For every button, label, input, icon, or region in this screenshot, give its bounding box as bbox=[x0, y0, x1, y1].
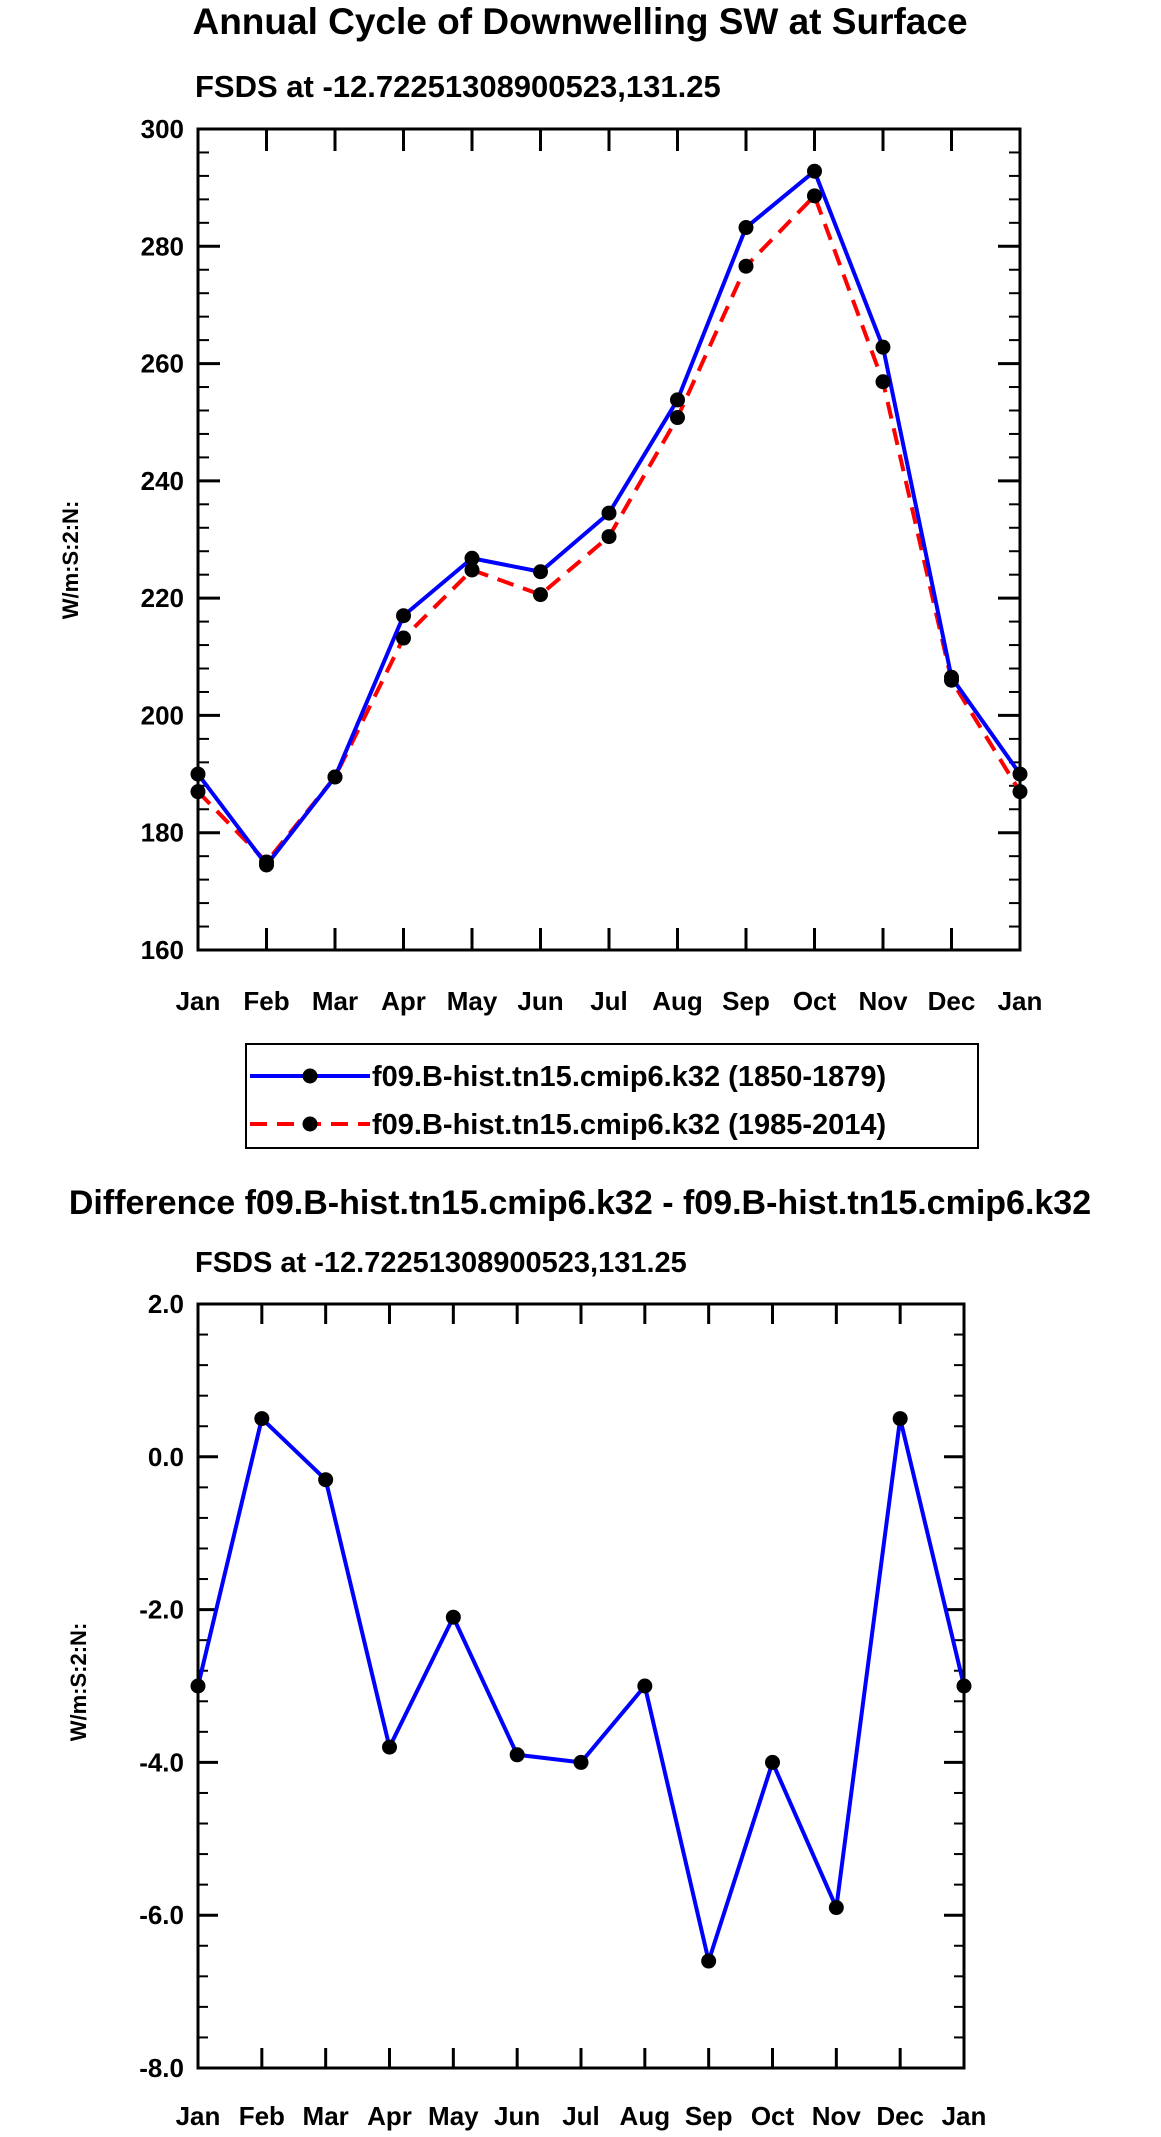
legend-label-series-2: f09.B-hist.tn15.cmip6.k32 (1985-2014) bbox=[372, 1109, 886, 1141]
series-1-point bbox=[670, 392, 685, 408]
legend-marker-series-1 bbox=[302, 1068, 318, 1084]
x-tick-label: Aug bbox=[652, 986, 703, 1016]
x-tick-label: May bbox=[447, 986, 498, 1016]
series-1-point bbox=[254, 1411, 270, 1427]
series-1-point bbox=[382, 1739, 397, 1755]
series-1-point bbox=[892, 1411, 908, 1427]
x-tick-label: May bbox=[428, 2101, 479, 2131]
x-tick-label: Feb bbox=[239, 2101, 285, 2131]
y-tick-label: -4.0 bbox=[139, 1747, 184, 1777]
series-1-point bbox=[701, 1953, 717, 1969]
series-1-point bbox=[807, 163, 822, 179]
y-tick-label: -2.0 bbox=[139, 1595, 184, 1625]
x-tick-label: Jan bbox=[998, 986, 1043, 1016]
legend-box bbox=[245, 1043, 979, 1149]
chart1-series bbox=[190, 163, 1028, 873]
y-tick-label: 160 bbox=[141, 935, 184, 965]
series-1-point bbox=[509, 1747, 525, 1763]
x-tick-label: Dec bbox=[928, 986, 976, 1016]
series-2-point bbox=[875, 374, 891, 390]
x-tick-label: Mar bbox=[312, 986, 358, 1016]
series-2-point bbox=[807, 188, 822, 204]
chart2-plot-frame bbox=[196, 1302, 966, 2070]
series-2-point bbox=[738, 258, 754, 274]
x-tick-label: Feb bbox=[243, 986, 289, 1016]
series-1-point bbox=[601, 505, 617, 521]
chart2-x-ticks: Jan Feb Mar Apr May Jun Jul Aug Sep Oct Nov Dec Jan bbox=[176, 1304, 987, 2131]
y-tick-label: -8.0 bbox=[139, 2053, 184, 2083]
chart1-plot-frame bbox=[196, 127, 1022, 952]
series-1-point bbox=[318, 1472, 334, 1488]
x-tick-label: Jul bbox=[590, 986, 628, 1016]
series-1-point bbox=[637, 1678, 653, 1694]
chart2-subtitle: FSDS at -12.72251308900523,131.25 bbox=[195, 1247, 687, 1279]
x-tick-label: Oct bbox=[751, 2101, 795, 2131]
y-tick-label: 0.0 bbox=[148, 1442, 184, 1472]
x-tick-label: Apr bbox=[367, 2101, 412, 2131]
x-tick-label: Sep bbox=[722, 986, 770, 1016]
y-tick-label: 280 bbox=[141, 231, 184, 261]
series-1-point bbox=[573, 1754, 589, 1770]
x-tick-label: Mar bbox=[303, 2101, 349, 2131]
x-tick-label: Jul bbox=[562, 2101, 600, 2131]
x-tick-label: Sep bbox=[685, 2101, 733, 2131]
y-tick-label: 240 bbox=[141, 466, 184, 496]
y-tick-label: 220 bbox=[141, 583, 184, 613]
difference-chart: Difference f09.B-hist.tn15.cmip6.k32 - f… bbox=[66, 1184, 1091, 2131]
series-2-point bbox=[601, 529, 617, 545]
x-tick-label: Nov bbox=[858, 986, 908, 1016]
x-tick-label: Dec bbox=[876, 2101, 924, 2131]
series-1-point bbox=[944, 669, 959, 685]
chart1-x-ticks: Jan Feb Mar Apr May Jun Jul Aug Sep Oct Nov Dec Jan bbox=[176, 129, 1043, 1016]
series-2-point bbox=[670, 410, 685, 426]
legend-marker-series-2 bbox=[302, 1116, 318, 1132]
x-tick-label: Jun bbox=[494, 2101, 540, 2131]
x-tick-label: Jan bbox=[942, 2101, 987, 2131]
chart1-legend: f09.B-hist.tn15.cmip6.k32 (1850-1879) f0… bbox=[245, 1043, 979, 1149]
x-tick-label: Apr bbox=[381, 986, 426, 1016]
x-tick-label: Jun bbox=[517, 986, 563, 1016]
chart1-title: Annual Cycle of Downwelling SW at Surfac… bbox=[192, 1, 967, 42]
chart2-title: Difference f09.B-hist.tn15.cmip6.k32 - f… bbox=[69, 1184, 1091, 1222]
series-line-1 bbox=[196, 1416, 966, 1964]
annual-cycle-chart: Annual Cycle of Downwelling SW at Surfac… bbox=[58, 1, 1042, 1016]
series-1-point bbox=[738, 220, 754, 236]
y-tick-label: 300 bbox=[141, 114, 184, 144]
y-tick-label: 2.0 bbox=[148, 1289, 184, 1319]
x-tick-label: Aug bbox=[620, 2101, 671, 2131]
series-2-point bbox=[533, 587, 548, 603]
y-tick-label: 200 bbox=[141, 700, 184, 730]
series-1-point bbox=[533, 564, 548, 580]
chart1-subtitle: FSDS at -12.72251308900523,131.25 bbox=[195, 69, 721, 104]
chart1-ylabel: W/m:S:2:N: bbox=[58, 501, 83, 620]
x-tick-label: Jan bbox=[176, 986, 221, 1016]
x-tick-label: Oct bbox=[793, 986, 837, 1016]
x-tick-label: Nov bbox=[812, 2101, 862, 2131]
series-1-point bbox=[327, 769, 343, 785]
series-2-point bbox=[396, 630, 411, 646]
series-1-point bbox=[259, 857, 274, 873]
series-2-point bbox=[464, 562, 480, 578]
y-tick-label: 260 bbox=[141, 349, 184, 379]
series-1-point bbox=[445, 1609, 461, 1625]
y-tick-label: 180 bbox=[141, 818, 184, 848]
series-line-2 bbox=[196, 193, 1022, 865]
chart2-series bbox=[190, 1411, 972, 1969]
x-tick-label: Jan bbox=[176, 2101, 221, 2131]
series-1-point bbox=[765, 1754, 780, 1770]
y-tick-label: -6.0 bbox=[139, 1900, 184, 1930]
series-1-point bbox=[875, 339, 891, 355]
series-1-point bbox=[396, 608, 411, 624]
chart2-minor-ticks bbox=[198, 1333, 964, 2039]
series-1-point bbox=[464, 550, 480, 566]
chart1-y-ticks: 160 180 200 220 240 260 280 300 bbox=[141, 114, 1020, 965]
legend-label-series-1: f09.B-hist.tn15.cmip6.k32 (1850-1879) bbox=[372, 1061, 886, 1093]
chart2-ylabel: W/m:S:2:N: bbox=[66, 1623, 91, 1742]
series-1-point bbox=[828, 1900, 844, 1916]
chart2-y-ticks: -8.0 -6.0 -4.0 -2.0 0.0 2.0 bbox=[139, 1289, 964, 2083]
